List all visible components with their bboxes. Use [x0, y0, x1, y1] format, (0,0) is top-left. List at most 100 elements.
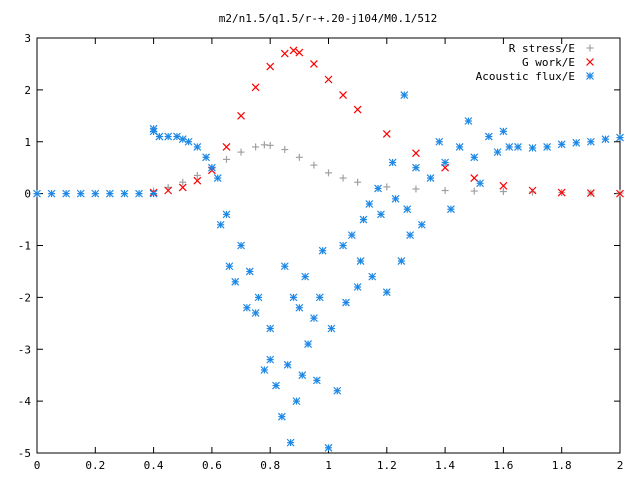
data-point — [237, 111, 245, 120]
x-tick-label: 2 — [617, 459, 624, 472]
data-point — [312, 376, 321, 385]
data-point — [283, 360, 292, 369]
data-point — [499, 188, 507, 196]
data-point — [193, 171, 201, 179]
data-point — [586, 189, 595, 198]
data-point — [441, 187, 449, 195]
data-point — [586, 137, 595, 146]
data-point — [91, 189, 100, 198]
data-point — [514, 143, 522, 151]
data-point — [601, 135, 610, 144]
data-point — [298, 371, 307, 380]
data-point — [339, 91, 347, 99]
data-point — [272, 381, 280, 390]
y-tick-label: 1 — [24, 136, 31, 149]
data-point — [347, 231, 356, 240]
data-point — [225, 262, 234, 271]
data-point — [47, 189, 56, 198]
data-point — [339, 174, 347, 182]
data-point — [295, 48, 304, 57]
data-point — [289, 46, 298, 55]
data-point — [484, 132, 493, 141]
data-point — [222, 210, 231, 219]
x-tick-label: 0.6 — [202, 459, 222, 472]
data-point — [505, 143, 514, 151]
chart-title: m2/n1.5/q1.5/r-+.20-j104/M0.1/512 — [219, 12, 438, 25]
series-1 — [150, 141, 624, 197]
data-point — [470, 187, 478, 195]
data-point — [572, 138, 581, 147]
series-3 — [33, 91, 624, 452]
data-point — [260, 366, 269, 374]
x-tick-label: 0.8 — [260, 459, 280, 472]
data-point — [397, 257, 406, 265]
data-point — [391, 194, 400, 203]
series-layer — [33, 46, 624, 452]
data-point — [33, 189, 41, 198]
data-point — [476, 179, 485, 188]
data-point — [359, 215, 368, 224]
data-point — [164, 132, 173, 141]
y-tick-label: 0 — [24, 188, 31, 201]
data-point — [178, 183, 187, 192]
data-point — [193, 176, 202, 185]
data-point — [499, 127, 508, 136]
y-tick-label: -1 — [18, 240, 31, 253]
legend-label: G work/E — [522, 56, 575, 69]
data-point — [426, 174, 435, 182]
y-tick-label: 3 — [24, 32, 31, 45]
data-point — [324, 75, 333, 84]
data-point — [202, 153, 210, 162]
x-tick-label: 0.2 — [85, 459, 105, 472]
data-point — [62, 189, 71, 198]
data-point — [135, 189, 143, 198]
data-point — [280, 49, 289, 58]
data-point — [193, 143, 202, 151]
y-tick-label: -5 — [18, 447, 31, 460]
data-point — [325, 169, 332, 177]
data-point — [281, 146, 289, 154]
data-point — [216, 220, 225, 229]
data-point — [155, 132, 164, 141]
data-point — [310, 161, 318, 169]
data-point — [295, 153, 303, 161]
data-point — [304, 340, 313, 348]
data-point — [251, 309, 260, 317]
data-point — [327, 324, 336, 333]
data-point — [120, 189, 129, 198]
data-point — [412, 163, 420, 172]
data-point — [310, 60, 318, 68]
data-point — [470, 153, 479, 162]
data-point — [295, 303, 304, 312]
data-point — [76, 189, 85, 198]
data-point — [179, 178, 187, 186]
data-point — [164, 186, 173, 195]
data-point — [365, 200, 374, 208]
x-tick-label: 1.8 — [552, 459, 572, 472]
data-point — [254, 293, 263, 302]
data-point — [231, 277, 240, 286]
y-tick-label: 2 — [24, 84, 31, 97]
data-point — [333, 386, 342, 395]
x-tick-label: 1.6 — [493, 459, 513, 472]
x-tick-label: 1.4 — [435, 459, 455, 472]
data-point — [222, 155, 230, 163]
data-point — [417, 220, 426, 229]
data-point — [266, 355, 275, 364]
data-point — [245, 267, 254, 276]
data-point — [324, 443, 333, 452]
data-point — [441, 158, 450, 167]
data-point — [280, 262, 289, 271]
data-point — [435, 137, 444, 146]
data-point — [528, 186, 537, 195]
x-tick-label: 0 — [34, 459, 41, 472]
data-point — [342, 298, 350, 307]
legend-marker — [586, 58, 594, 66]
data-point — [149, 189, 158, 198]
data-point — [242, 303, 251, 312]
data-point — [252, 143, 260, 151]
data-point — [222, 143, 231, 151]
data-point — [354, 178, 362, 186]
data-point — [528, 144, 537, 152]
